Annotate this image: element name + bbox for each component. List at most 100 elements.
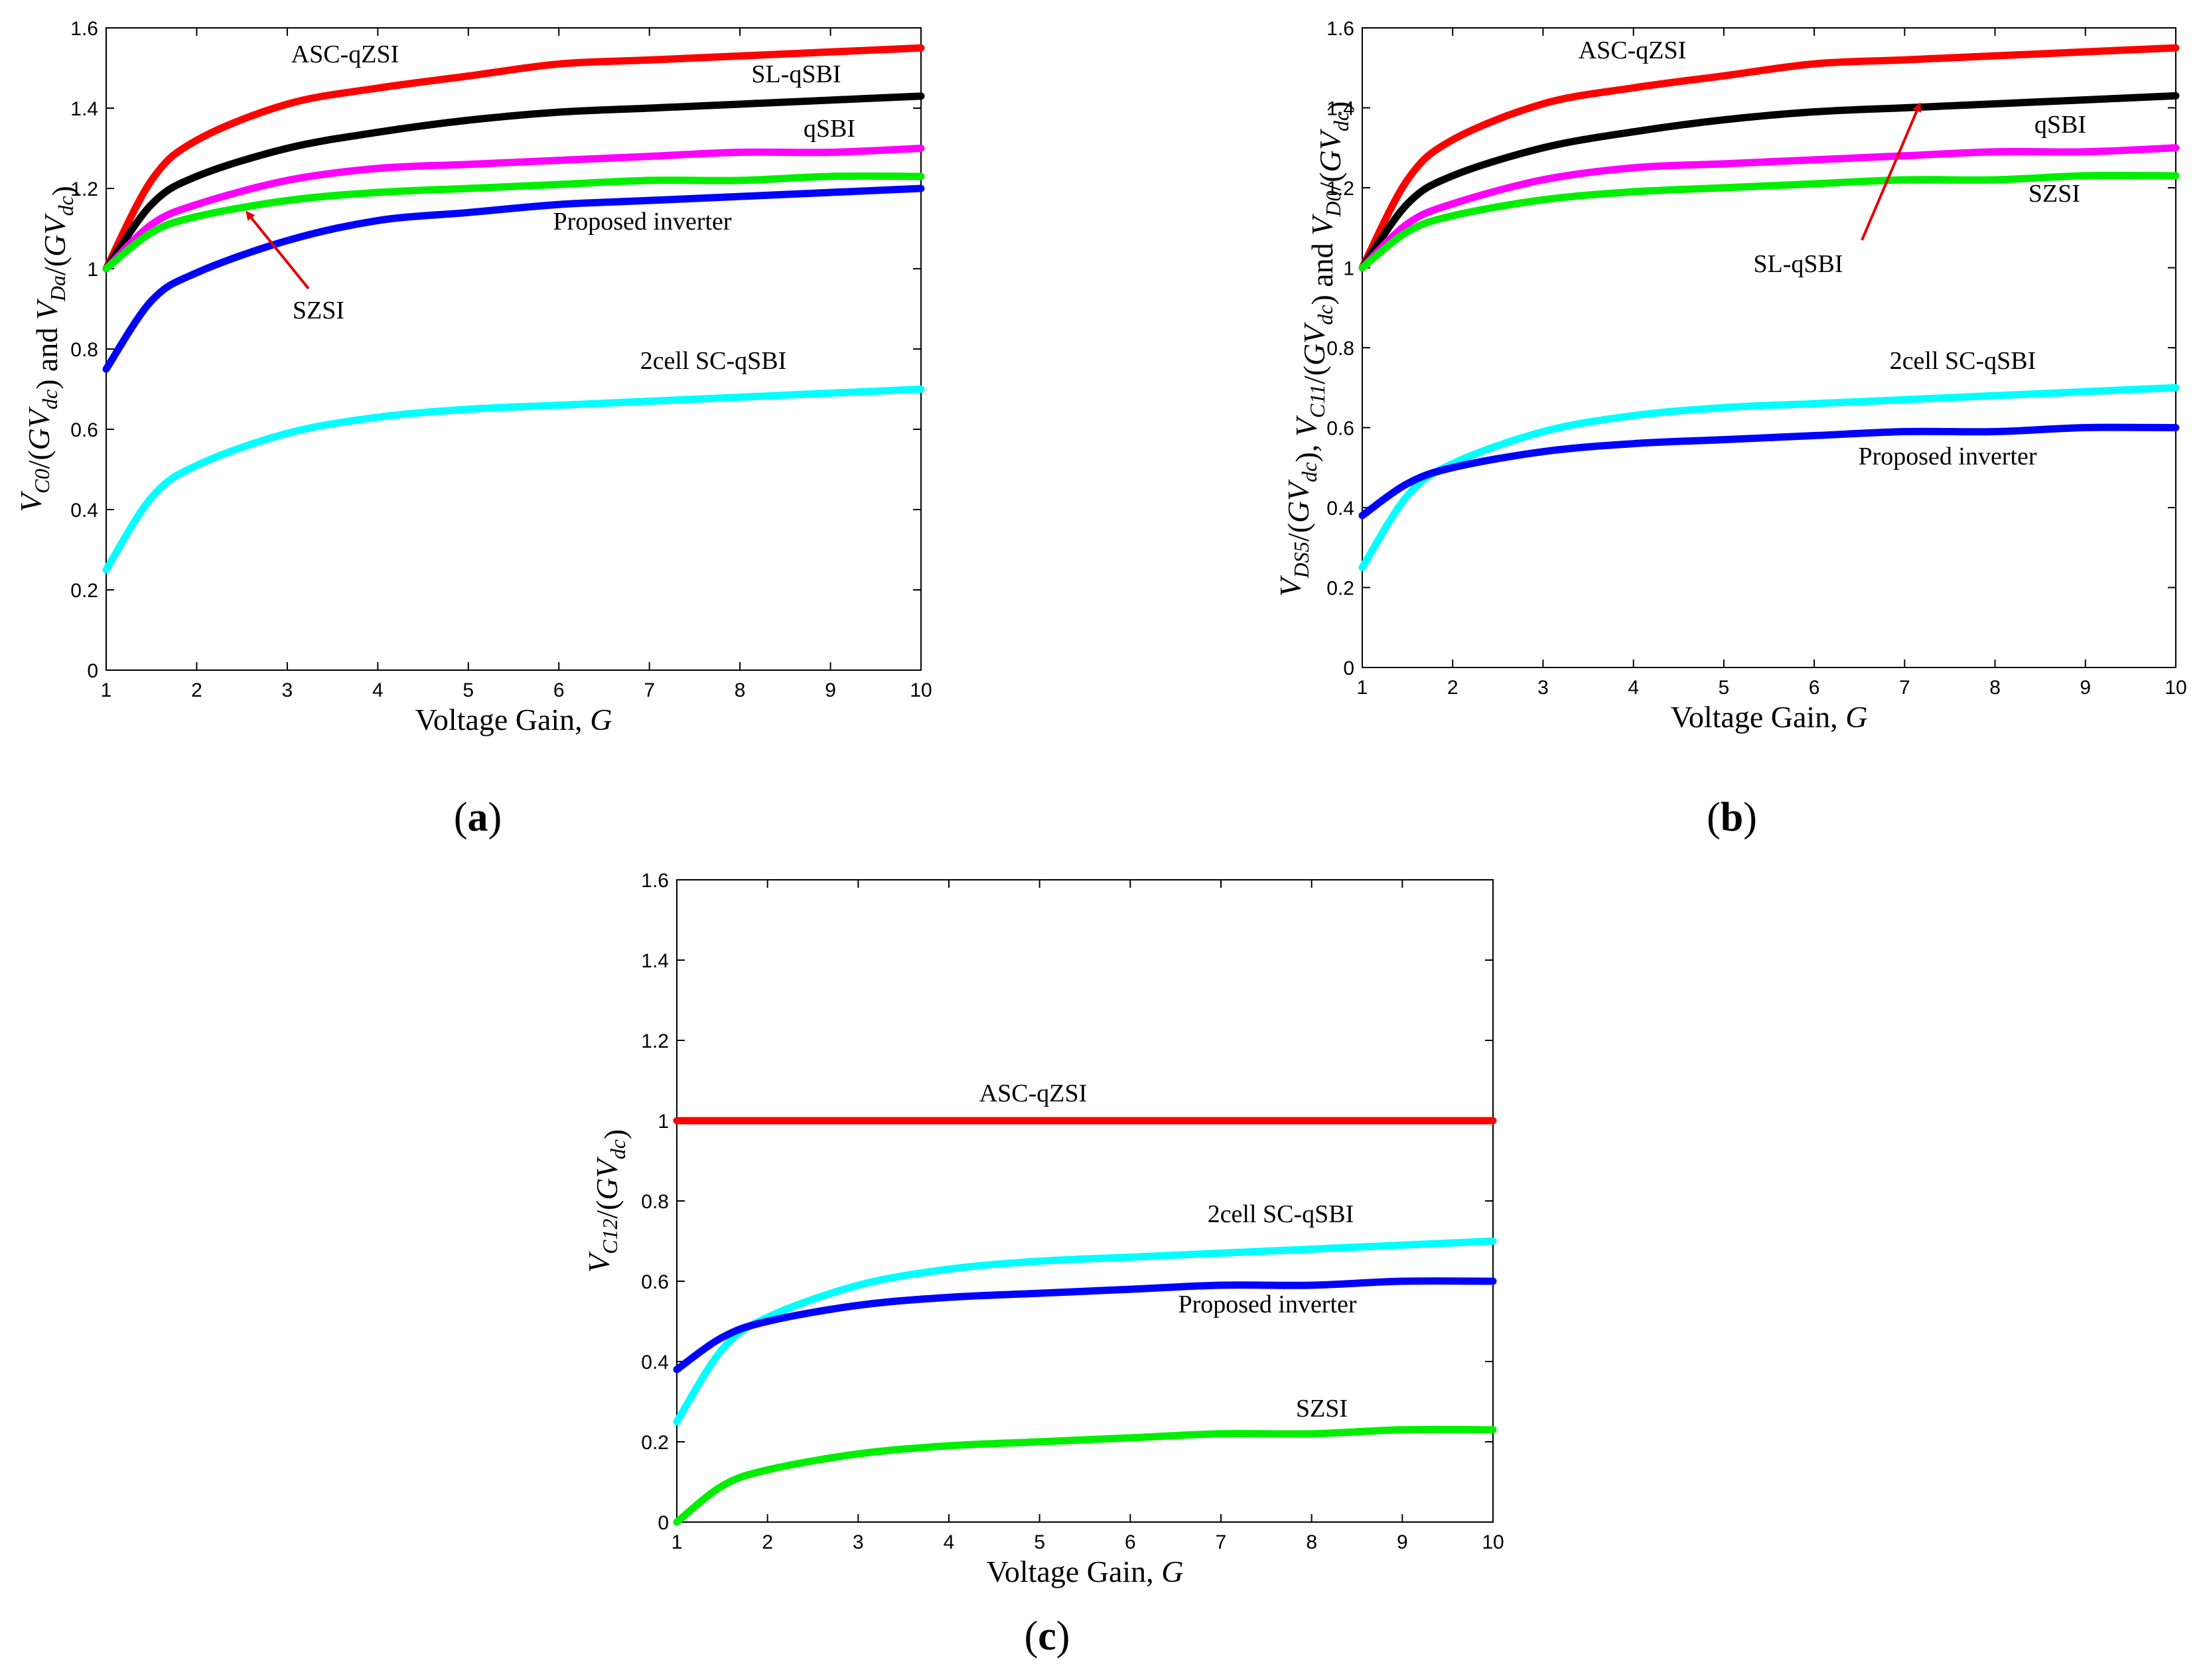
y-tick-label: 1.2	[1326, 178, 1354, 200]
chart-panel-b: 1 2 3 4 5 6 7 8 9 10 0 0.2 0.4 0.6 0.8 1 1.2 1.4 1.6 ASC-qZ…	[1273, 18, 2187, 840]
series-line-szsi	[1358, 171, 2180, 271]
series-label-szsi: SZSI	[2028, 180, 2080, 208]
y-tick-label: 0	[87, 660, 98, 682]
chart-panel-c: 1 2 3 4 5 6 7 8 9 10 0 0.2 0.4 0.6 0.8 1 1.2 1.4 1.6 ASC-qZ…	[582, 870, 1504, 1659]
x-tick-label: 6	[553, 679, 565, 701]
y-tick-label: 0.2	[1326, 578, 1354, 600]
y-tick-label: 0.6	[641, 1271, 669, 1293]
annotation-arrow	[246, 210, 310, 290]
y-tick-label: 1	[658, 1111, 669, 1133]
y-tick-label: 1.4	[1326, 98, 1354, 120]
x-tick-label: 1	[672, 1531, 683, 1553]
y-tick-label: 0.6	[1326, 418, 1354, 440]
series-line-sl-qsbi	[1358, 92, 2180, 271]
x-tick-label: 3	[853, 1531, 864, 1553]
series-label-asc-qzsi: ASC-qZSI	[1579, 36, 1687, 64]
series-line-proposed-inverter	[1358, 423, 2180, 520]
y-tick-label: 0.6	[70, 419, 98, 441]
y-tick-label: 0	[658, 1512, 669, 1534]
x-tick-label: 4	[372, 679, 384, 701]
x-tick-label: 10	[910, 679, 932, 701]
y-axis-title: VC12/(GVdc)	[582, 1129, 632, 1273]
x-tick-label: 7	[1899, 677, 1910, 699]
series-line-2cell-sc-qsbi	[1358, 384, 2180, 571]
annotation-arrow	[1861, 102, 1922, 241]
y-tick-label: 0.8	[70, 339, 98, 361]
y-tick-label: 0.8	[1326, 338, 1354, 360]
y-tick-label: 0.4	[70, 500, 98, 522]
y-tick-label: 0.4	[641, 1352, 669, 1373]
series-label-qsbi: qSBI	[804, 115, 855, 143]
series-line-proposed-inverter	[102, 184, 925, 373]
series-label-2cell-sc-qsbi: 2cell SC-qSBI	[640, 347, 787, 375]
x-tick-label: 6	[1809, 677, 1820, 699]
x-tick-label: 9	[825, 679, 836, 701]
x-tick-label: 8	[1989, 677, 2001, 699]
x-tick-label: 2	[191, 679, 202, 701]
y-tick-label: 1.6	[1326, 18, 1354, 40]
series-label-asc-qzsi: ASC-qZSI	[291, 40, 399, 68]
series-line-asc-qzsi	[102, 44, 925, 273]
x-tick-label: 3	[282, 679, 293, 701]
x-tick-label: 1	[101, 679, 112, 701]
x-tick-label: 9	[1397, 1531, 1408, 1553]
y-tick-label: 0.4	[1326, 498, 1354, 520]
panel-label-a: (a)	[454, 795, 502, 840]
series-label-sl-qsbi: SL-qSBI	[1753, 250, 1843, 278]
y-tick-label: 1.2	[70, 178, 98, 200]
x-tick-label: 2	[762, 1531, 773, 1553]
x-tick-label: 5	[1719, 677, 1730, 699]
x-tick-label: 7	[644, 679, 655, 701]
x-axis-title: Voltage Gain, G	[415, 703, 612, 736]
x-axis-title: Voltage Gain, G	[987, 1555, 1184, 1588]
series-line-qsbi	[1358, 144, 2180, 271]
series-label-qsbi: qSBI	[2034, 111, 2086, 139]
chart-panel-a: 1 2 3 4 5 6 7 8 9 10 0 0.2 0.4 0.6 0.8 1 1.2 1.4 1.6 ASC-qZ…	[14, 18, 932, 840]
x-tick-label: 8	[1306, 1531, 1317, 1553]
y-tick-label: 1.4	[641, 950, 669, 972]
series-label-asc-qzsi: ASC-qZSI	[979, 1080, 1088, 1107]
series-line-szsi	[102, 172, 925, 273]
y-tick-label: 1	[1343, 258, 1354, 280]
x-tick-label: 5	[462, 679, 474, 701]
x-tick-label: 4	[1628, 677, 1639, 699]
panel-label-b: (b)	[1707, 795, 1757, 840]
x-tick-label: 10	[1482, 1531, 1504, 1553]
x-tick-label: 9	[2080, 677, 2091, 699]
y-axis-title: VC0/(GVdc) and VDa/(GVdc)	[14, 186, 80, 512]
series-label-2cell-sc-qsbi: 2cell SC-qSBI	[1890, 347, 2036, 375]
series-label-sl-qsbi: SL-qSBI	[751, 60, 841, 88]
x-tick-label: 10	[2165, 677, 2186, 699]
series-line-2cell-sc-qsbi	[673, 1237, 1497, 1426]
y-tick-label: 0	[1343, 658, 1354, 679]
x-tick-label: 8	[735, 679, 746, 701]
panel-label-c: (c)	[1025, 1614, 1070, 1659]
y-tick-label: 1	[87, 259, 98, 281]
y-tick-label: 1.4	[70, 98, 98, 120]
series-label-2cell-sc-qsbi: 2cell SC-qSBI	[1208, 1200, 1354, 1228]
series-line-qsbi	[102, 145, 925, 273]
x-tick-label: 4	[944, 1531, 955, 1553]
series-line-sl-qsbi	[102, 92, 925, 273]
series-line-2cell-sc-qsbi	[102, 385, 925, 574]
series-label-szsi: SZSI	[293, 297, 344, 324]
x-axis-title: Voltage Gain, G	[1671, 700, 1868, 734]
x-tick-label: 3	[1537, 677, 1549, 699]
y-axis-title: VDS5/(GVdc), VC11/(GVdc) and VD0/(GVdc)	[1273, 102, 1355, 597]
series-label-proposed-inverter: Proposed inverter	[1858, 443, 2036, 470]
series-line-proposed-inverter	[673, 1277, 1497, 1373]
x-tick-label: 6	[1125, 1531, 1136, 1553]
y-tick-label: 0.8	[641, 1191, 669, 1213]
y-tick-label: 1.6	[641, 870, 669, 892]
x-tick-label: 7	[1216, 1531, 1227, 1553]
series-label-proposed-inverter: Proposed inverter	[553, 208, 731, 236]
series-label-szsi: SZSI	[1296, 1395, 1348, 1423]
y-tick-label: 0.2	[70, 580, 98, 602]
series-line-asc-qzsi	[1358, 44, 2180, 271]
series-line-szsi	[673, 1425, 1497, 1526]
x-tick-label: 5	[1034, 1531, 1045, 1553]
y-tick-label: 1.6	[70, 18, 98, 40]
x-tick-label: 2	[1447, 677, 1458, 699]
y-tick-label: 0.2	[641, 1432, 669, 1454]
